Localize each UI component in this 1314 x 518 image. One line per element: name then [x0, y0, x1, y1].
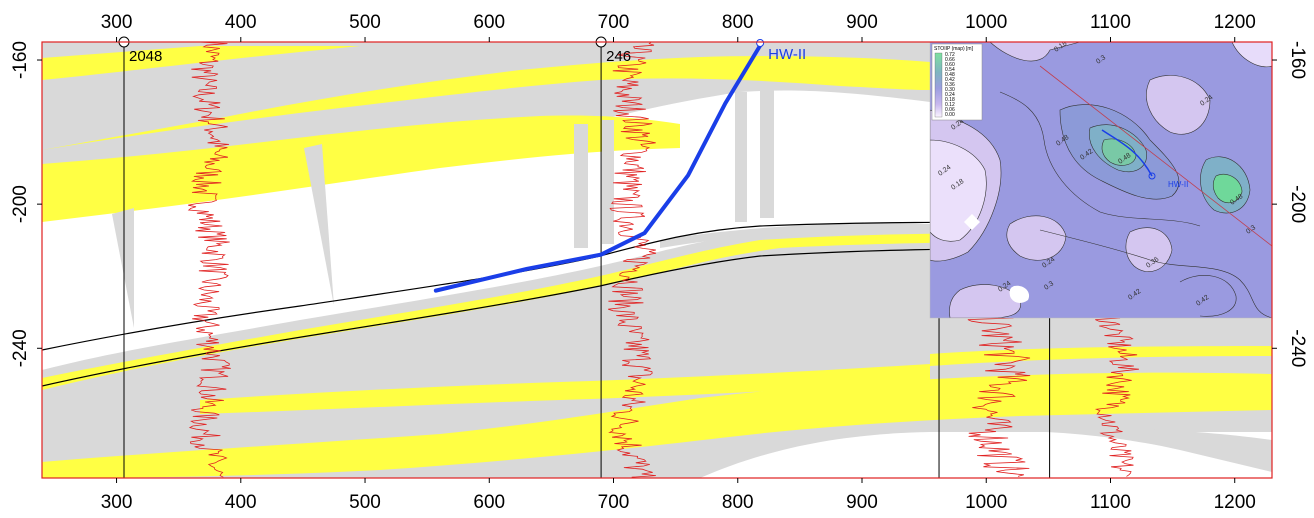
- map-legend: STOIIP (map) [m] 0.720.660.600.540.480.4…: [931, 43, 983, 121]
- shale-wedge-2: [304, 144, 334, 306]
- x-tick-label-top: 900: [846, 12, 878, 33]
- map-well-trajectory: [1101, 129, 1153, 177]
- section-line: [1039, 65, 1272, 247]
- contour-label: 0.3: [1043, 280, 1055, 291]
- y-tick-label-left: -200: [10, 185, 31, 223]
- horizontal-well-label: HW-II: [768, 46, 806, 63]
- legend-color-bar: [934, 52, 943, 118]
- y-tick-label-right: -160: [1287, 41, 1308, 79]
- upper-reservoir-band-2: [42, 115, 680, 222]
- x-tick-label-top: 300: [101, 12, 133, 33]
- y-tick-label-left: -240: [10, 329, 31, 367]
- x-tick-label-bottom: 600: [473, 492, 505, 513]
- lower-reservoir-band-2: [200, 364, 930, 414]
- legend-value: 0.36: [945, 82, 955, 88]
- shale-pillar-1: [574, 124, 588, 248]
- well-2048-label: 2048: [129, 48, 162, 65]
- legend-value: 0.66: [945, 57, 955, 63]
- x-tick-label-bottom: 1100: [1090, 492, 1131, 513]
- y-tick-label-left: -160: [10, 41, 31, 79]
- inset-map[interactable]: HW-II 0.180.30.240.240.480.42 0.480.240.1…: [930, 40, 1272, 318]
- contour-region-low-3: [989, 42, 1081, 62]
- legend-value: 0.30: [945, 87, 955, 93]
- lower-reservoir-band: [42, 372, 1272, 478]
- x-tick-label-bottom: 1000: [965, 492, 1007, 513]
- x-tick-label-bottom: 1200: [1214, 492, 1256, 513]
- x-tick-label-bottom: 900: [846, 492, 878, 513]
- x-tick-label-top: 600: [473, 12, 505, 33]
- contour-label: 0.3: [1245, 224, 1257, 235]
- legend-value: 0.60: [945, 62, 955, 68]
- contour-label: 0.3: [1095, 54, 1107, 65]
- axes: 300 300 400 400 500 500 600 600 700 700 800 800 900 9…: [10, 12, 1308, 513]
- legend-value: 0.48: [945, 72, 955, 78]
- well-246-log: [608, 42, 657, 478]
- x-tick-label-top: 1100: [1090, 12, 1131, 33]
- upper-reservoir-band: [42, 56, 930, 150]
- contour-region-low-7: [1125, 227, 1173, 272]
- x-tick-label-bottom: 300: [101, 492, 133, 513]
- legend-title: STOIIP (map) [m]: [934, 46, 974, 52]
- legend-value: 0.00: [945, 112, 955, 118]
- x-tick-label-bottom: 500: [349, 492, 381, 513]
- map-blank-2: [1009, 285, 1030, 303]
- legend-value: 0.12: [945, 102, 955, 108]
- map-well-icon: [1148, 172, 1156, 180]
- contour-line-2: [999, 91, 1201, 227]
- lower-reservoir-band-3: [930, 346, 1272, 366]
- legend-value: 0.06: [945, 107, 955, 113]
- legend-value: 0.54: [945, 67, 955, 73]
- contour-region-high-1: [1101, 138, 1137, 166]
- shale-pillar-4: [760, 90, 774, 218]
- well-246-label: 246: [606, 48, 631, 65]
- legend-value: 0.18: [945, 97, 955, 103]
- reservoir-rim: [42, 233, 1272, 390]
- contour-region-low-8: [949, 284, 1021, 318]
- well-logs: [187, 42, 1139, 478]
- contour-line-1: [1039, 229, 1272, 318]
- well-2048-log: [187, 42, 231, 478]
- x-tick-label-top: 700: [598, 12, 630, 33]
- map-blank-1: [964, 214, 980, 230]
- x-tick-label-bottom: 400: [225, 492, 257, 513]
- x-tick-label-bottom: 800: [722, 492, 754, 513]
- well-extra-2-log: [1094, 317, 1139, 477]
- contour-label: 0.18: [1053, 40, 1068, 54]
- well-extra-1-log: [967, 317, 1031, 477]
- upper-reservoir-band-3: [42, 46, 360, 80]
- horizontal-well-path[interactable]: [433, 43, 763, 293]
- y-tick-label-right: -200: [1287, 185, 1308, 223]
- contour-region-low-4: [1146, 75, 1211, 135]
- x-tick-label-top: 1200: [1214, 12, 1256, 33]
- shale-wedge-1: [112, 208, 134, 328]
- shale-pillar-3: [735, 92, 747, 222]
- x-tick-label-top: 500: [349, 12, 381, 33]
- x-tick-label-bottom: 700: [598, 492, 630, 513]
- x-tick-label-top: 1000: [965, 12, 1007, 33]
- legend-value: 0.24: [945, 92, 955, 98]
- contour-region-high-2: [1212, 173, 1243, 204]
- legend-value: 0.72: [945, 52, 955, 58]
- shale-pillar-2: [602, 120, 614, 244]
- plot-frame: [41, 41, 1273, 479]
- legend-values: 0.720.660.600.540.480.420.360.300.240.18…: [945, 52, 955, 118]
- shale-wedge-bottom: [930, 425, 1272, 472]
- map-well-label: HW-II: [1168, 180, 1188, 189]
- horizontal-well-head-icon: [756, 39, 765, 47]
- x-tick-label-top: 400: [225, 12, 257, 33]
- contour-region-low-6: [1006, 215, 1067, 261]
- legend-value: 0.42: [945, 77, 955, 83]
- y-tick-label-right: -240: [1287, 329, 1308, 367]
- contour-region-low-5: [1231, 42, 1272, 68]
- x-tick-label-top: 800: [722, 12, 754, 33]
